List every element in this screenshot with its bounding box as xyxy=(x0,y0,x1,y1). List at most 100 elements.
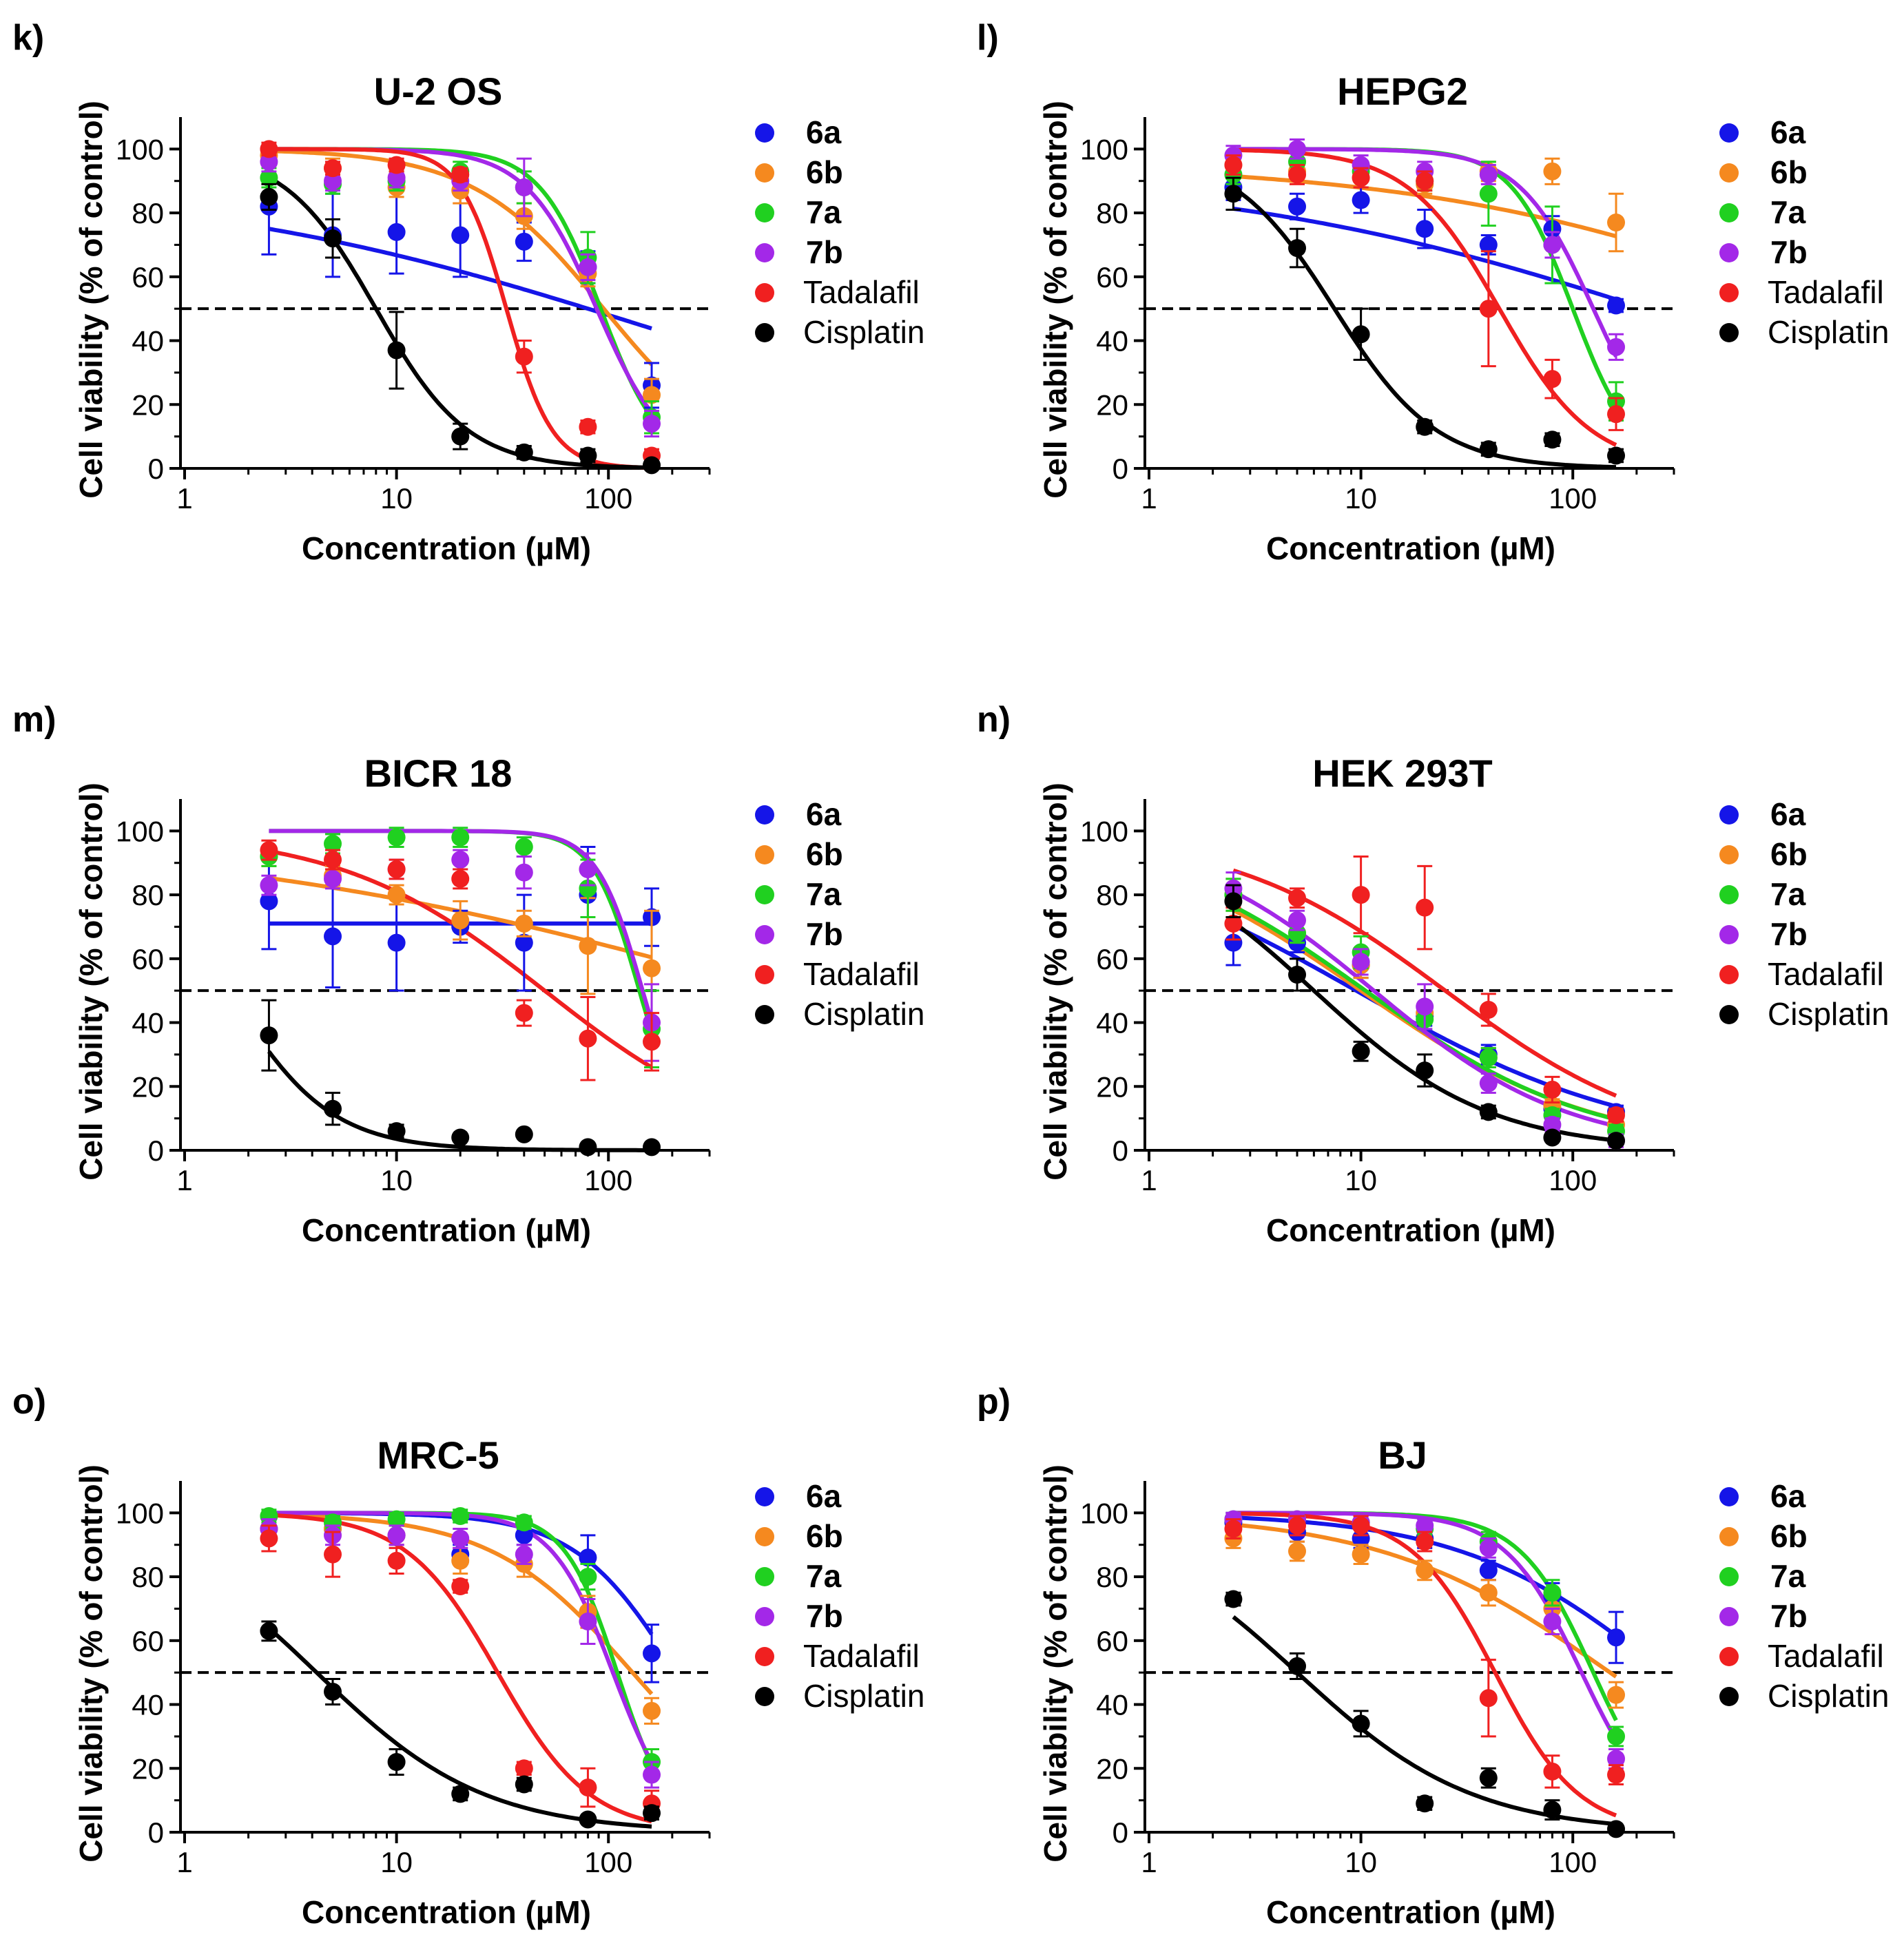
data-point-Cisplatin xyxy=(1416,1061,1434,1080)
legend-label-7b: 7b xyxy=(1770,1598,1808,1634)
legend-label-6a: 6a xyxy=(1770,114,1806,150)
data-point-Cisplatin xyxy=(643,1804,661,1823)
legend-label-7a: 7a xyxy=(806,1558,842,1594)
legend-marker-6b xyxy=(1719,845,1739,864)
data-point-Tadalafil xyxy=(260,1529,278,1548)
data-point-7b xyxy=(387,169,406,187)
data-point-Tadalafil xyxy=(579,1779,597,1797)
legend-marker-7b xyxy=(755,925,774,944)
legend-marker-Cisplatin xyxy=(755,1005,774,1024)
data-point-Tadalafil xyxy=(324,851,342,869)
legend-label-7b: 7b xyxy=(1770,916,1808,952)
data-point-6b xyxy=(387,886,406,904)
legend-label-Tadalafil: Tadalafil xyxy=(803,1638,920,1674)
y-tick-label: 80 xyxy=(1096,879,1128,911)
data-point-Cisplatin xyxy=(1288,239,1307,258)
panel-letter: p) xyxy=(977,1382,1011,1422)
data-point-6b xyxy=(515,914,533,933)
data-point-6a xyxy=(1352,191,1370,209)
legend-marker-Tadalafil xyxy=(1719,1647,1739,1666)
data-point-7b xyxy=(515,178,533,196)
legend-marker-6b xyxy=(1719,163,1739,183)
legend-marker-6a xyxy=(1719,123,1739,143)
legend-label-Tadalafil: Tadalafil xyxy=(803,956,920,992)
data-point-6b xyxy=(1479,1584,1498,1602)
data-point-7a xyxy=(1543,1584,1562,1602)
data-point-7a xyxy=(260,169,278,187)
data-point-Cisplatin xyxy=(260,1621,278,1640)
chart-panel: p) BJ 0 20 40 60 80 100 1 10 100 Concentration (µM)… xyxy=(977,1382,1889,1930)
data-point-6b xyxy=(1607,214,1626,231)
data-point-6a xyxy=(1288,197,1307,216)
y-tick-label: 60 xyxy=(132,261,164,293)
data-point-6a xyxy=(579,1548,597,1567)
y-tick-label: 60 xyxy=(132,943,164,975)
data-point-Cisplatin xyxy=(260,1026,278,1045)
y-tick-label: 0 xyxy=(1113,1134,1128,1167)
data-point-6b xyxy=(1352,1545,1370,1564)
data-point-7a xyxy=(1479,185,1498,203)
data-point-Cisplatin xyxy=(643,1138,661,1157)
legend-marker-7a xyxy=(1719,885,1739,904)
legend-label-6b: 6b xyxy=(1770,154,1808,190)
y-tick-label: 60 xyxy=(1096,1625,1128,1657)
data-point-Cisplatin xyxy=(260,187,278,206)
chart-panel: n) HEK 293T 0 20 40 60 80 100 1 10 100 Concentratio… xyxy=(977,700,1889,1248)
data-point-Cisplatin xyxy=(515,1775,533,1794)
x-tick-label: 10 xyxy=(1345,482,1377,515)
data-point-7b xyxy=(1607,338,1626,356)
legend-marker-Cisplatin xyxy=(1719,1687,1739,1706)
data-point-7b xyxy=(324,172,342,190)
data-point-6a xyxy=(515,933,533,952)
y-tick-label: 80 xyxy=(1096,1561,1128,1593)
legend-label-7b: 7b xyxy=(806,1598,843,1634)
data-point-7b xyxy=(1288,911,1307,930)
legend-marker-7a xyxy=(1719,203,1739,222)
data-point-Tadalafil xyxy=(1416,1533,1434,1551)
x-tick-label: 1 xyxy=(1141,1846,1157,1878)
data-point-6b xyxy=(451,1551,470,1570)
data-point-Tadalafil xyxy=(1288,889,1307,907)
data-point-Tadalafil xyxy=(1416,898,1434,917)
data-point-7b xyxy=(1416,1516,1434,1535)
data-point-7a xyxy=(1288,152,1307,171)
data-point-Cisplatin xyxy=(451,427,470,446)
legend-label-Cisplatin: Cisplatin xyxy=(803,314,924,350)
data-point-Tadalafil xyxy=(579,1029,597,1048)
panel-letter: l) xyxy=(977,18,999,58)
legend-label-Cisplatin: Cisplatin xyxy=(803,996,924,1032)
data-point-7a xyxy=(1479,1048,1498,1067)
x-tick-label: 100 xyxy=(1549,482,1597,515)
legend-marker-7a xyxy=(755,1567,774,1586)
data-point-Tadalafil xyxy=(515,1004,533,1022)
x-tick-label: 1 xyxy=(176,482,192,515)
data-point-6a xyxy=(260,892,278,911)
data-point-Tadalafil xyxy=(324,159,342,178)
chart-title: BJ xyxy=(1378,1433,1427,1477)
legend-marker-7b xyxy=(1719,243,1739,262)
y-tick-label: 20 xyxy=(132,1070,164,1103)
x-axis-label: Concentration (µM) xyxy=(302,530,591,566)
data-point-7b xyxy=(1352,953,1370,971)
legend-label-Tadalafil: Tadalafil xyxy=(1768,1638,1884,1674)
data-point-Tadalafil xyxy=(1288,1516,1307,1535)
legend-label-7a: 7a xyxy=(806,876,842,912)
data-point-Tadalafil xyxy=(1288,165,1307,184)
data-point-Cisplatin xyxy=(387,1122,406,1141)
legend-label-Tadalafil: Tadalafil xyxy=(1768,956,1884,992)
data-point-Cisplatin xyxy=(387,341,406,360)
data-point-Tadalafil xyxy=(387,1551,406,1570)
y-axis-label: Cell viability (% of control) xyxy=(1037,1464,1073,1863)
data-point-Tadalafil xyxy=(1607,405,1626,424)
data-point-Cisplatin xyxy=(324,1099,342,1118)
y-tick-label: 60 xyxy=(132,1625,164,1657)
legend-label-6b: 6b xyxy=(806,836,843,872)
y-tick-label: 40 xyxy=(132,1689,164,1721)
y-tick-label: 20 xyxy=(1096,1752,1128,1785)
data-point-6b xyxy=(643,1701,661,1720)
data-point-Cisplatin xyxy=(1543,1801,1562,1819)
data-point-7a xyxy=(1607,1727,1626,1745)
chart-title: MRC-5 xyxy=(377,1433,499,1477)
legend-label-7b: 7b xyxy=(1770,234,1808,270)
legend-marker-6a xyxy=(1719,805,1739,825)
